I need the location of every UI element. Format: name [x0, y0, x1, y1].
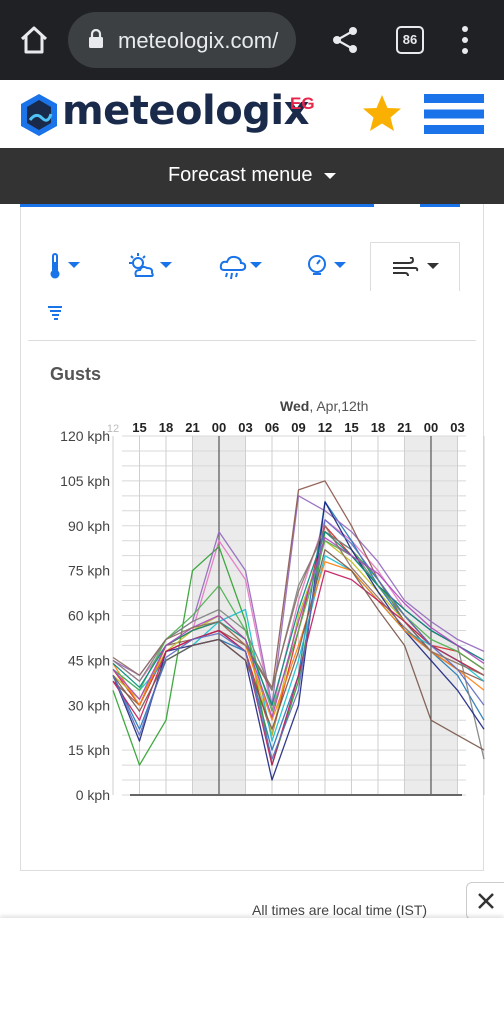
browser-toolbar: meteologix.com/ 86 — [0, 0, 504, 80]
y-tick-label: 15 kph — [68, 742, 110, 758]
gusts-chart: 0 kph 15 kph 30 kph 45 kph 60 kph 75 kph 90 kp… — [60, 420, 485, 803]
gust-series-line — [112, 501, 485, 781]
y-tick-label: 75 kph — [68, 563, 110, 579]
meteologix-logo-icon[interactable] — [18, 92, 60, 138]
x-tick-label: 09 — [291, 420, 305, 435]
x-tick-label: 00 — [424, 420, 438, 435]
timezone-note: All times are local time (IST) — [252, 902, 428, 918]
chevron-down-icon — [160, 262, 172, 268]
chevron-down-icon — [250, 262, 262, 268]
gust-series-line — [112, 549, 485, 751]
x-tick-label: 21 — [185, 420, 199, 435]
param-sunshine-tab[interactable] — [120, 242, 180, 290]
divider — [28, 340, 476, 341]
chevron-down-icon — [334, 262, 346, 268]
site-header: meteologix EG — [0, 80, 504, 148]
gust-series-line — [112, 569, 485, 766]
param-temperature-tab[interactable] — [40, 242, 100, 290]
card-accent-bar — [20, 204, 374, 207]
x-tick-label: 03 — [450, 420, 464, 435]
sun-cloud-icon — [129, 253, 154, 277]
x-tick-label: 03 — [238, 420, 252, 435]
gust-series-line — [112, 525, 485, 688]
param-pressure-tab[interactable] — [300, 242, 360, 290]
gauge-icon — [308, 255, 326, 275]
address-bar[interactable]: meteologix.com/ — [68, 12, 296, 68]
gust-series-line — [112, 519, 485, 760]
tab-count-button[interactable]: 86 — [396, 26, 424, 54]
x-tick-label: 18 — [159, 420, 173, 435]
rain-cloud-icon — [219, 255, 247, 280]
y-tick-label: 45 kph — [68, 652, 110, 668]
x-tick-label: 06 — [265, 420, 279, 435]
gust-series-line — [112, 480, 485, 706]
x-tick-label: 12 — [107, 423, 119, 435]
chevron-down-icon — [427, 263, 439, 269]
card-accent-bar — [420, 204, 460, 207]
forecast-menu-label: Forecast menue — [167, 164, 313, 186]
y-tick-label: 90 kph — [68, 518, 110, 534]
y-tick-label: 60 kph — [68, 608, 110, 624]
date-rest: , Apr,12th — [309, 398, 369, 414]
close-icon — [478, 893, 494, 909]
x-tick-label: 18 — [371, 420, 385, 435]
thermometer-icon — [50, 253, 60, 279]
param-precipitation-tab[interactable] — [212, 242, 272, 290]
chevron-down-icon — [324, 172, 337, 179]
logo-region: EG — [290, 94, 315, 113]
wind-icon — [393, 257, 419, 277]
close-button[interactable] — [466, 882, 504, 920]
y-tick-label: 120 kph — [60, 428, 110, 444]
y-tick-label: 105 kph — [60, 473, 110, 489]
gust-series-line — [112, 540, 485, 712]
date-day: Wed — [280, 398, 310, 414]
x-tick-label: 12 — [318, 420, 332, 435]
param-storm-tab[interactable] — [40, 300, 80, 330]
url-text: meteologix.com/ — [118, 28, 279, 53]
x-tick-label: 21 — [397, 420, 411, 435]
logo-text[interactable]: meteologix — [62, 88, 309, 134]
x-tick-label: 15 — [344, 420, 358, 435]
hamburger-menu-icon[interactable] — [424, 94, 484, 134]
forecast-menu-bar[interactable]: Forecast menue — [0, 148, 504, 204]
tornado-icon — [48, 306, 62, 320]
param-wind-tab[interactable] — [370, 242, 460, 291]
home-icon[interactable] — [18, 24, 50, 56]
chart-title: Gusts — [50, 364, 102, 384]
ad-area — [0, 918, 504, 1024]
date-label: Wed, Apr,12th — [280, 398, 368, 414]
x-tick-label: 15 — [132, 420, 146, 435]
y-tick-label: 0 kph — [76, 787, 110, 803]
share-icon[interactable] — [330, 25, 360, 55]
chevron-down-icon — [68, 262, 80, 268]
more-options-icon[interactable] — [460, 24, 470, 56]
y-tick-label: 30 kph — [68, 697, 110, 713]
x-tick-label: 00 — [212, 420, 226, 435]
gust-series-line — [112, 531, 485, 706]
gust-series-line — [112, 537, 485, 718]
star-icon[interactable] — [360, 92, 404, 136]
lock-icon — [89, 29, 103, 48]
